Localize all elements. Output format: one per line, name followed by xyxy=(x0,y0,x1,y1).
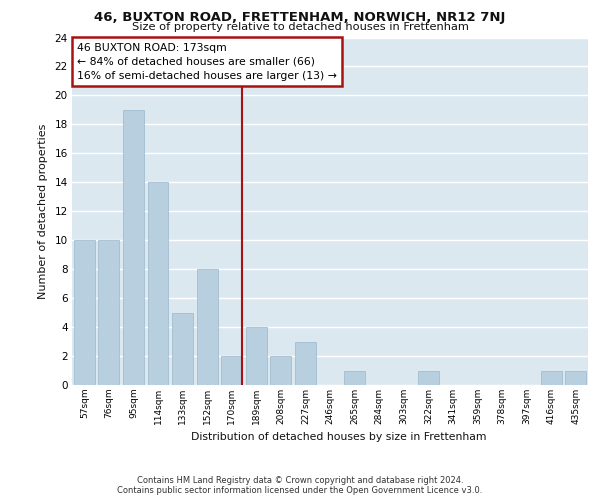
Y-axis label: Number of detached properties: Number of detached properties xyxy=(38,124,47,299)
Text: Distribution of detached houses by size in Frettenham: Distribution of detached houses by size … xyxy=(191,432,487,442)
Text: Contains HM Land Registry data © Crown copyright and database right 2024.: Contains HM Land Registry data © Crown c… xyxy=(137,476,463,485)
Bar xyxy=(123,110,144,385)
Bar xyxy=(98,240,119,385)
Text: 46, BUXTON ROAD, FRETTENHAM, NORWICH, NR12 7NJ: 46, BUXTON ROAD, FRETTENHAM, NORWICH, NR… xyxy=(94,11,506,24)
Bar xyxy=(271,356,292,385)
Bar xyxy=(344,370,365,385)
Bar xyxy=(197,269,218,385)
Bar xyxy=(246,327,267,385)
Text: Contains public sector information licensed under the Open Government Licence v3: Contains public sector information licen… xyxy=(118,486,482,495)
Bar xyxy=(148,182,169,385)
Bar xyxy=(172,312,193,385)
Bar xyxy=(565,370,586,385)
Bar xyxy=(418,370,439,385)
Bar xyxy=(221,356,242,385)
Bar xyxy=(74,240,95,385)
Bar xyxy=(295,342,316,385)
Text: 46 BUXTON ROAD: 173sqm
← 84% of detached houses are smaller (66)
16% of semi-det: 46 BUXTON ROAD: 173sqm ← 84% of detached… xyxy=(77,42,337,80)
Bar xyxy=(541,370,562,385)
Text: Size of property relative to detached houses in Frettenham: Size of property relative to detached ho… xyxy=(131,22,469,32)
